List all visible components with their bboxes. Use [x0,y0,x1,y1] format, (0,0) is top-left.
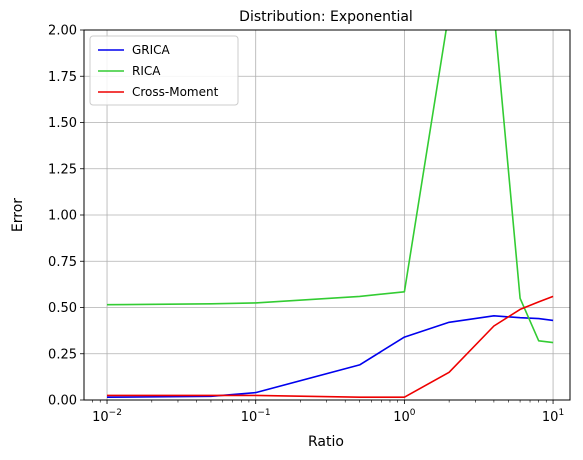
y-axis-ticks: 0.00 0.25 0.50 0.75 1.00 1.25 1.50 1.75 2.00 [48,24,84,409]
y-tick-label: 0.25 [48,347,77,362]
series-line-grica [107,316,553,397]
x-axis-ticks: 10−2 10−1 100 101 [92,400,564,425]
chart-title: Distribution: Exponential [239,9,413,25]
legend-label: Cross-Moment [132,85,219,99]
series-line-cross-moment [107,296,553,397]
x-axis-label: Ratio [308,434,344,450]
legend-label: RICA [132,64,161,78]
y-tick-label: 1.25 [48,162,77,177]
y-tick-label: 0.75 [48,255,77,270]
y-tick-label: 2.00 [48,24,77,39]
y-tick-label: 0.50 [48,301,77,316]
x-tick-label: 101 [542,408,564,425]
y-tick-label: 1.00 [48,209,77,224]
y-tick-label: 0.00 [48,394,77,409]
y-tick-label: 1.50 [48,116,77,131]
y-axis-label: Error [10,198,26,232]
legend-label: GRICA [132,43,171,57]
x-tick-label: 10−2 [92,408,122,425]
x-tick-label: 10−1 [241,408,271,425]
legend: GRICA RICA Cross-Moment [90,36,238,105]
y-tick-label: 1.75 [48,70,77,85]
x-tick-label: 100 [393,408,416,425]
